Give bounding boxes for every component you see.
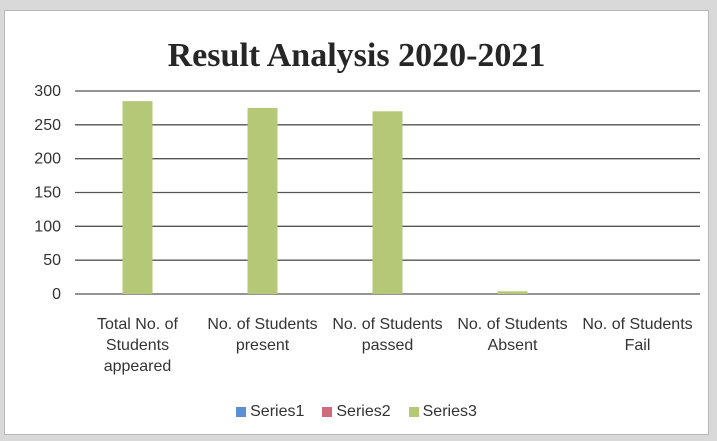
y-tick-label: 200 <box>34 151 61 168</box>
x-category-label: Total No. of Students appeared <box>97 316 178 375</box>
legend-label: Series2 <box>336 403 391 420</box>
y-tick-label: 300 <box>34 83 61 100</box>
x-category-label: No. of Students passed <box>332 316 442 354</box>
bar-series3 <box>497 291 528 294</box>
y-tick-label: 250 <box>34 117 61 134</box>
legend-item: Series2 <box>322 403 391 421</box>
bar-series3 <box>247 107 278 295</box>
legend-swatch <box>322 407 333 417</box>
legend-item: Series1 <box>236 403 304 421</box>
chart-legend: Series1 Series2 Series3 <box>5 403 708 421</box>
x-category-label: No. of Students Absent <box>457 316 567 354</box>
legend-label: Series3 <box>422 403 477 420</box>
legend-swatch <box>408 407 419 417</box>
bar-series3 <box>122 101 153 295</box>
y-tick-label: 100 <box>34 218 61 235</box>
legend-label: Series1 <box>250 403 305 420</box>
chart-frame: Result Analysis 2020-2021 0 50 100 150 200 25… <box>4 10 709 435</box>
y-tick-label: 0 <box>52 286 61 303</box>
x-category-label: No. of Students Fail <box>582 316 692 354</box>
y-tick-label: 50 <box>43 252 61 269</box>
y-tick-label: 150 <box>34 185 61 202</box>
legend-swatch <box>236 407 247 417</box>
x-category-label: No. of Students present <box>207 316 317 354</box>
bar-series3 <box>372 111 403 294</box>
bar-chart: 0 50 100 150 200 250 300 Total No. of Students ap… <box>34 83 700 375</box>
legend-item: Series3 <box>408 403 477 421</box>
chart-title: Result Analysis 2020-2021 <box>167 37 546 74</box>
